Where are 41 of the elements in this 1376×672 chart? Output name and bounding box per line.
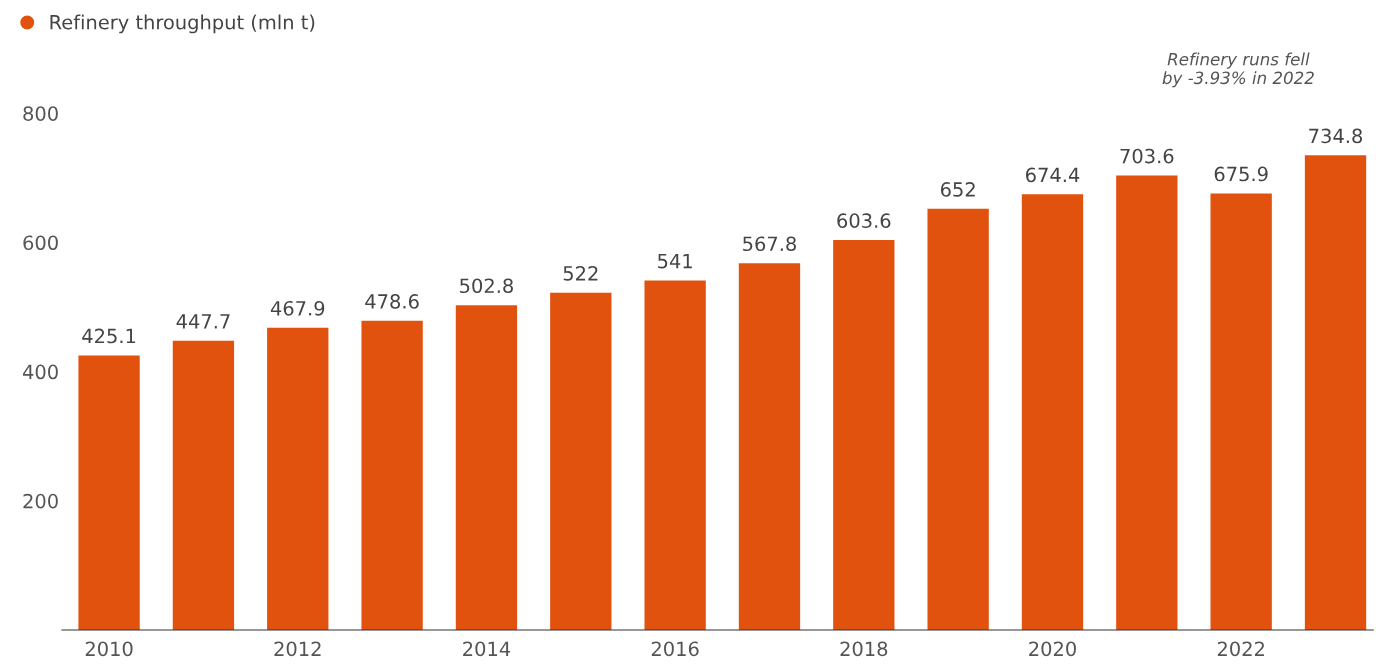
x-tick-label: 2018: [840, 641, 888, 657]
bar: [927, 208, 989, 630]
data-label: 447.7: [176, 314, 230, 329]
bar: [361, 320, 423, 630]
data-label: 674.4: [1026, 167, 1080, 183]
x-tick-label: 2014: [463, 641, 511, 657]
x-tick-label: 2022: [1217, 641, 1264, 657]
y-tick-label: 600: [23, 235, 58, 251]
data-label: 502.8: [460, 278, 513, 294]
y-tick-label: 200: [23, 493, 58, 509]
data-label: 603.6: [837, 213, 891, 228]
y-tick-label: 800: [23, 106, 58, 121]
data-label: 478.6: [365, 294, 419, 309]
bar: [1210, 193, 1272, 630]
data-label: 675.9: [1214, 166, 1268, 182]
bar: [644, 280, 706, 630]
x-tick-label: 2020: [1029, 641, 1076, 657]
bar: [1304, 155, 1367, 630]
x-tick-label: 2016: [651, 641, 699, 657]
text: Refinery runs fell by -3.93% in 2022: [1162, 52, 1314, 88]
x-tick-label: 2010: [85, 641, 133, 657]
data-label: 425.1: [82, 328, 136, 344]
bar: [833, 240, 895, 630]
bar: [1116, 175, 1178, 630]
bar: [455, 305, 518, 630]
bar: [550, 292, 612, 630]
data-label: 567.8: [743, 236, 796, 252]
data-label: 522: [563, 266, 598, 281]
bar: [738, 263, 801, 630]
data-label: 734.8: [1309, 128, 1363, 144]
data-label: 467.9: [270, 300, 325, 316]
legend-label: Refinery throughput (mln t): [50, 14, 315, 34]
data-label: 541: [658, 253, 692, 269]
y-tick-label: 400: [22, 364, 58, 380]
bar: [267, 327, 329, 630]
data-label: 652: [940, 182, 975, 197]
bar: [172, 340, 235, 630]
bar: [78, 355, 140, 630]
bar: [1021, 194, 1084, 630]
x-tick-label: 2012: [274, 641, 321, 657]
data-label: 703.6: [1120, 148, 1174, 164]
